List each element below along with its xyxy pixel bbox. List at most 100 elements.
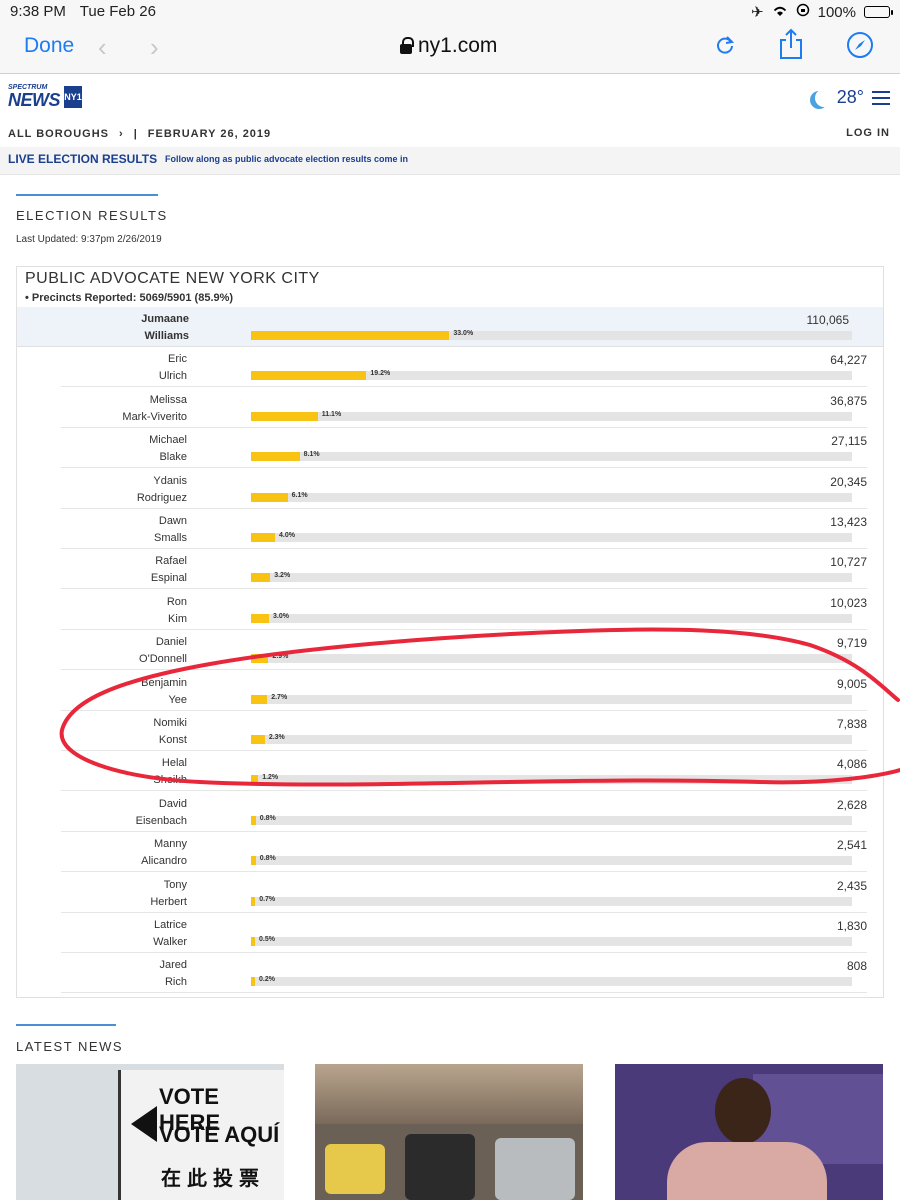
candidate-last-name: Rich: [164, 976, 187, 989]
candidate-last-name: Williams: [144, 330, 189, 342]
candidate-last-name: Alicandro: [141, 855, 187, 868]
forward-icon[interactable]: ›: [150, 32, 159, 62]
news-thumbnail-street-traffic[interactable]: [315, 1064, 583, 1200]
candidate-first-name: Rafael: [155, 555, 187, 568]
vote-share-bar: [251, 937, 255, 946]
arrow-left-icon: [131, 1106, 157, 1142]
menu-icon[interactable]: [872, 90, 890, 105]
candidate-last-name: Ulrich: [158, 370, 187, 383]
person-image: [715, 1078, 771, 1144]
vote-share-percent: 0.7%: [259, 895, 276, 903]
candidate-votes: 10,727: [830, 555, 867, 570]
candidate-row: Eric Ulrich 64,227 19.2%: [61, 347, 867, 388]
vote-share-track: 33.0%: [251, 330, 852, 340]
status-time: 9:38 PM: [10, 3, 66, 20]
status-bar: 9:38 PM Tue Feb 26 ✈ 100%: [0, 0, 900, 24]
live-results-text: Follow along as public advocate election…: [165, 154, 409, 164]
candidate-votes: 27,115: [831, 434, 867, 449]
candidate-votes: 13,423: [830, 515, 867, 529]
candidate-first-name: Ydanis: [153, 474, 187, 487]
breadcrumb-all-boroughs[interactable]: ALL BOROUGHS: [8, 128, 110, 140]
candidate-last-name: Mark-Viverito: [122, 410, 187, 423]
live-results-label: LIVE ELECTION RESULTS: [8, 152, 158, 166]
vote-share-bar: [251, 411, 318, 421]
vote-share-track: 3.2%: [251, 572, 852, 583]
candidate-first-name: Dawn: [158, 515, 187, 527]
sub-navigation: ALL BOROUGHS › | FEBRUARY 26, 2019 LOG I…: [0, 121, 900, 147]
vote-share-track: 2.7%: [251, 694, 852, 704]
live-results-banner[interactable]: LIVE ELECTION RESULTS Follow along as pu…: [0, 147, 900, 175]
login-link[interactable]: LOG IN: [846, 127, 890, 139]
vote-share-track: 0.8%: [251, 814, 852, 825]
vote-share-percent: 1.2%: [262, 774, 279, 782]
news-thumbnail-williams[interactable]: [615, 1064, 883, 1200]
candidate-votes: 9,719: [836, 636, 867, 651]
candidate-last-name: Konst: [158, 734, 187, 746]
vote-share-percent: 0.8%: [259, 814, 276, 822]
back-icon[interactable]: ‹: [98, 32, 107, 62]
browser-toolbar: Done ‹ › ny1.com: [0, 24, 900, 74]
candidate-votes: 20,345: [830, 474, 867, 489]
candidate-last-name: Walker: [153, 936, 187, 948]
candidate-votes: 2,628: [836, 797, 867, 812]
candidate-votes: 2,541: [836, 838, 867, 853]
candidate-last-name: Sheikh: [153, 774, 187, 787]
done-button[interactable]: Done: [24, 34, 75, 57]
status-date: Tue Feb 26: [79, 3, 156, 20]
candidate-first-name: Jared: [159, 959, 187, 972]
vote-share-percent: 2.3%: [268, 734, 285, 741]
vote-share-bar: [251, 694, 268, 704]
compass-icon[interactable]: [846, 31, 874, 65]
candidate-votes: 36,875: [830, 393, 867, 408]
candidate-first-name: Manny: [153, 838, 187, 851]
address-bar[interactable]: ny1.com: [400, 34, 497, 58]
candidate-row: Jumaane Williams 110,065 33.0%: [17, 307, 883, 347]
candidate-first-name: Jumaane: [141, 313, 189, 325]
candidate-first-name: Eric: [168, 353, 187, 366]
candidate-votes: 7,838: [836, 717, 867, 731]
candidate-votes: 64,227: [830, 353, 867, 368]
vote-share-track: 8.1%: [251, 451, 852, 462]
candidate-votes: 10,023: [830, 595, 867, 610]
section-rule: [16, 194, 158, 196]
candidate-votes: 1,830: [836, 919, 867, 933]
candidate-votes: 4,086: [836, 757, 867, 772]
url-text: ny1.com: [418, 34, 498, 57]
vote-share-percent: 2.9%: [272, 653, 289, 661]
news-thumbnail-vote-here[interactable]: VOTE HERE VOTE AQUÍ 在此投票: [16, 1064, 284, 1200]
vote-share-bar: [251, 735, 265, 744]
candidate-last-name: Smalls: [153, 532, 187, 544]
reload-icon[interactable]: [714, 34, 736, 62]
battery-percent: 100%: [817, 3, 856, 21]
candidate-first-name: Melissa: [149, 393, 187, 406]
candidate-row: Daniel O'Donnell 9,719 2.9%: [61, 630, 867, 671]
candidate-first-name: Daniel: [155, 636, 187, 649]
vote-share-bar: [251, 815, 256, 825]
candidate-last-name: Yee: [168, 693, 187, 706]
breadcrumb-date: FEBRUARY 26, 2019: [147, 128, 272, 140]
vote-share-track: 6.1%: [251, 492, 852, 502]
race-title: PUBLIC ADVOCATE NEW YORK CITY: [25, 270, 320, 287]
vote-share-track: 0.8%: [251, 855, 852, 866]
last-updated: Last Updated: 9:37pm 2/26/2019: [16, 234, 162, 245]
vote-share-track: 3.0%: [251, 613, 852, 623]
weather-widget[interactable]: 28°: [811, 87, 890, 108]
site-header: SPECTRUM NEWS NY1 28°: [0, 75, 900, 121]
vote-share-track: 2.9%: [251, 653, 852, 664]
vote-share-bar: [251, 977, 255, 987]
vote-share-percent: 4.0%: [279, 532, 295, 539]
candidate-row: Manny Alicandro 2,541 0.8%: [61, 832, 867, 873]
vote-share-bar: [251, 775, 259, 785]
spectrum-news-logo[interactable]: SPECTRUM NEWS NY1: [8, 84, 82, 110]
vote-share-bar: [251, 573, 271, 583]
vote-share-track: 11.1%: [251, 411, 852, 421]
candidate-row: Latrice Walker 1,830 0.5%: [61, 913, 867, 953]
candidate-row: Dawn Smalls 13,423 4.0%: [61, 509, 867, 549]
share-icon[interactable]: [778, 28, 804, 66]
vote-here-sign: VOTE HERE VOTE AQUÍ 在此投票: [118, 1070, 284, 1200]
temperature: 28°: [836, 87, 864, 107]
vote-share-bar: [251, 371, 367, 381]
vote-share-track: 4.0%: [251, 532, 852, 542]
candidate-votes: 2,435: [836, 878, 867, 893]
candidate-row: Helal Sheikh 4,086 1.2%: [61, 751, 867, 792]
